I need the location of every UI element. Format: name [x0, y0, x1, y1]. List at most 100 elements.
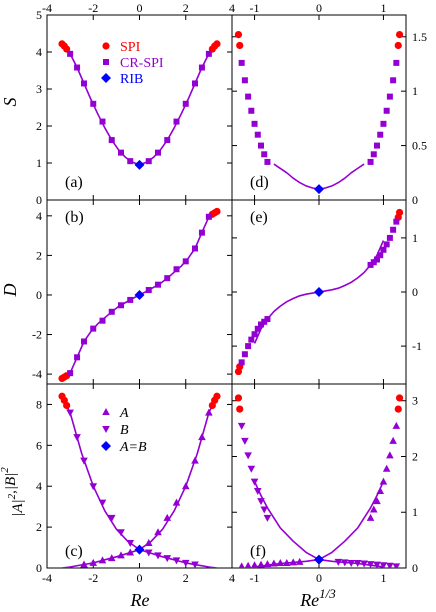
curve-c-A: [61, 395, 218, 568]
point-f-spi-3: [395, 394, 404, 402]
point-c-triangle-up-10: [181, 482, 190, 490]
panel-e: -1 0 1 (e): [231, 199, 422, 385]
xlabel-right-sup: 1/3: [319, 586, 336, 601]
legend-bottom: AB A=B: [101, 406, 147, 455]
xtick-label-top-d-2: 1: [380, 1, 386, 15]
point-e-crspi-15: [386, 234, 393, 241]
point-c-triangle-up-9: [172, 498, 181, 506]
point-f-triangle-down-16: [379, 562, 388, 568]
point-d-crspi-5: [254, 131, 261, 138]
point-b-crspi-5: [108, 308, 115, 315]
point-f-triangle-down-13: [360, 560, 368, 568]
ytick-label-c-1: 2: [36, 520, 42, 534]
point-e-crspi-16: [390, 226, 397, 233]
point-e-crspi-13: [380, 246, 387, 253]
point-f-triangle-down-6: [257, 498, 265, 506]
point-c-spi-2: [63, 401, 71, 410]
point-e-crspi-9: [367, 261, 374, 268]
xtick-label-f-2: 1: [380, 571, 386, 585]
xtick-label-top-a-1: -2: [88, 1, 98, 15]
point-f-triangle-down-1: [241, 437, 249, 445]
point-f-triangle-up-17: [389, 436, 397, 444]
xlabel-right-base: Re: [299, 590, 319, 610]
point-c-triangle-down-10: [163, 555, 172, 563]
legend-label-B: B: [120, 423, 129, 438]
point-c-triangle-down-9: [154, 552, 162, 560]
point-e-crspi-3: [248, 336, 255, 343]
point-f-triangle-up-3: [257, 560, 265, 568]
plot-area-f: [234, 394, 404, 568]
point-a-crspi-1: [74, 64, 81, 71]
point-c-spi-5: [213, 392, 221, 400]
panel-d: -1 0 1 0 0.5 1 1.5 (d): [231, 1, 427, 207]
point-f-triangle-up-2: [250, 561, 259, 568]
legend-label-A: A: [119, 406, 129, 421]
point-d-crspi-12: [377, 131, 384, 138]
point-b-crspi-7: [127, 296, 134, 303]
point-c-triangle-down-0: [66, 409, 74, 417]
point-c-triangle-up-3: [107, 554, 116, 562]
point-f-triangle-down-3: [247, 465, 256, 473]
ytick-label-b-4: 4: [36, 209, 42, 223]
point-c-triangle-up-12: [198, 433, 206, 441]
point-b-crspi-0: [67, 370, 74, 377]
xtick-label-c-0: -4: [42, 571, 52, 585]
ytick-label-b-1: -2: [32, 328, 42, 342]
ytick-label-b-2: 0: [36, 288, 42, 302]
point-f-triangle-up-11: [369, 505, 378, 513]
point-f-triangle-up-10: [366, 513, 375, 521]
ytick-label-right-f-2: 2: [412, 449, 418, 463]
point-f-triangle-up-9: [295, 557, 304, 565]
point-c-triangle-down-2: [80, 457, 88, 465]
point-a-crspi-5: [108, 137, 115, 144]
point-f-triangle-up-7: [282, 558, 291, 566]
labels-layer: S D Re Re1/3 |A|2,|B|2: [0, 98, 336, 611]
point-b-spi-5: [213, 207, 221, 216]
panel-c: -4 -2 0 2 4 0 2 4 6 8 (c): [36, 383, 235, 585]
ytick-label-right-e-2: 1: [412, 231, 418, 245]
xtick-label-c-2: 0: [137, 571, 143, 585]
point-a-crspi-12: [182, 100, 189, 107]
point-a-spi-5: [213, 40, 221, 48]
point-f-triangle-up-13: [376, 487, 385, 495]
point-a-crspi-8: [145, 158, 152, 165]
point-f-spi-0: [234, 394, 243, 402]
point-e-crspi-2: [245, 343, 252, 350]
point-f-triangle-down-17: [386, 562, 394, 568]
ytick-label-b-3: 2: [36, 248, 42, 262]
point-f-triangle-down-18: [392, 563, 401, 568]
point-f-triangle-up-18: [392, 421, 401, 429]
plot-area-a: [58, 40, 221, 170]
point-f-triangle-up-12: [373, 497, 381, 505]
point-d-rib-0: [314, 184, 324, 195]
point-b-crspi-10: [164, 275, 171, 282]
point-c-triangle-up-4: [117, 551, 125, 559]
point-c-triangle-down-6: [117, 529, 125, 537]
point-b-crspi-14: [198, 229, 205, 236]
point-a-crspi-9: [155, 149, 161, 156]
point-c-triangle-down-3: [89, 483, 98, 491]
point-a-crspi-4: [99, 118, 106, 125]
point-d-spi-1: [236, 41, 244, 50]
frame-f: [231, 383, 407, 569]
xlabel-left: Re: [130, 590, 150, 610]
point-a-crspi-3: [90, 100, 97, 107]
xtick-label-c-1: -2: [88, 571, 98, 585]
point-d-crspi-15: [386, 93, 393, 100]
point-f-triangle-down-14: [366, 561, 375, 568]
xtick-label-top-a-3: 2: [183, 1, 189, 15]
point-f-triangle-down-12: [353, 559, 362, 567]
xtick-label-f-0: -1: [250, 571, 260, 585]
ytick-label-a-1: 1: [36, 156, 42, 170]
ytick-label-c-0: 0: [36, 561, 42, 575]
point-c-triangle-up-6: [144, 539, 153, 547]
point-d-spi-2: [394, 41, 402, 50]
panel-a: -4 -2 0 2 4 0 1 2 3 4 5 (a): [36, 1, 235, 207]
point-e-crspi-8: [264, 316, 271, 323]
ytick-label-a-4: 4: [36, 45, 42, 59]
legend-marker-B: [102, 426, 110, 433]
point-a-rib-0: [134, 159, 145, 170]
point-a-crspi-7: [127, 158, 134, 165]
point-c-triangle-down-1: [73, 434, 81, 442]
